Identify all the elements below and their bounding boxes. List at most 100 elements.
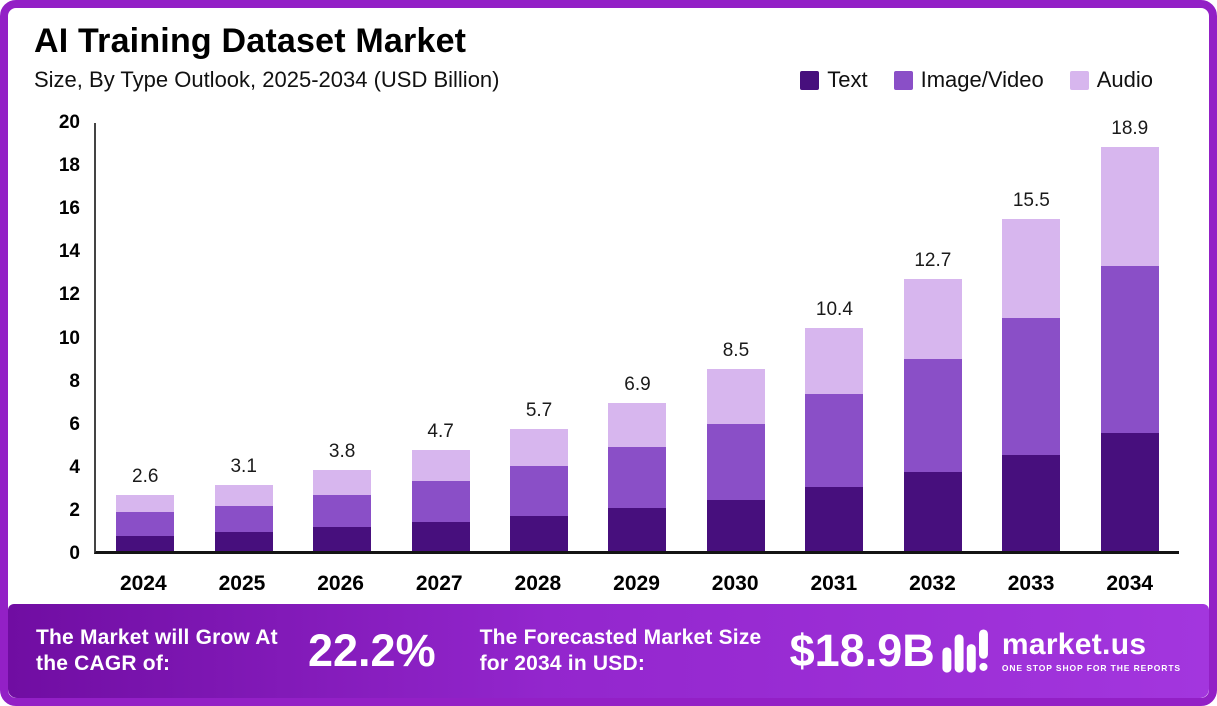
y-tick-6: 6 — [69, 413, 80, 435]
bar-total-label-2024: 2.6 — [132, 466, 159, 488]
bar-segment-text-2025 — [214, 531, 273, 551]
bar-total-label-2028: 5.7 — [525, 400, 553, 422]
x-tick-2027: 2027 — [415, 572, 463, 595]
bar-total-label-2033: 15.5 — [1012, 190, 1050, 212]
bar-total-label-2030: 8.5 — [722, 340, 750, 362]
x-tick-2029: 2029 — [613, 572, 660, 595]
bar-group-2025: 3.1 — [194, 123, 292, 551]
legend-label-image-video: Image/Video — [920, 67, 1044, 92]
legend-label-text: Text — [827, 67, 868, 92]
legend-label-audio: Audio — [1096, 67, 1153, 92]
bar-stack-2026 — [313, 469, 372, 551]
bar-segment-audio-2033 — [1002, 219, 1061, 318]
legend-item-audio: Audio — [1069, 67, 1153, 93]
bar-stack-2024 — [116, 495, 175, 551]
x-tick-2031: 2031 — [810, 572, 858, 595]
bar-segment-audio-2028 — [510, 429, 569, 467]
x-tick-2033: 2033 — [1007, 572, 1055, 595]
x-tick-2034: 2034 — [1106, 572, 1154, 595]
cagr-label: The Market will Grow At the CAGR of: — [36, 625, 278, 675]
bar-group-2032: 12.7 — [884, 123, 982, 551]
bar-segment-audio-2024 — [116, 495, 175, 513]
legend-swatch-image-video — [893, 70, 913, 90]
chart-subtitle: Size, By Type Outlook, 2025-2034 (USD Bi… — [34, 67, 500, 92]
x-tick-2028: 2028 — [514, 572, 562, 595]
marketus-logo-icon — [940, 623, 992, 680]
y-tick-14: 14 — [58, 241, 80, 263]
subtitle-row: Size, By Type Outlook, 2025-2034 (USD Bi… — [34, 67, 1183, 93]
bar-segment-image-video-2028 — [510, 466, 569, 516]
bar-segment-audio-2025 — [214, 484, 273, 507]
bar-segment-text-2030 — [706, 499, 765, 551]
bar-group-2024: 2.6 — [96, 123, 194, 551]
bar-segment-text-2027 — [411, 522, 470, 551]
forecast-value: $18.9B — [789, 625, 935, 676]
bar-segment-text-2034 — [1100, 433, 1159, 551]
plot-area: 2.6 3.1 3.8 4.7 5.7 6.9 8.5 10.4 12.7 15.5 18.9 — [94, 118, 1179, 554]
legend-swatch-audio — [1069, 70, 1089, 90]
bar-segment-audio-2032 — [903, 279, 962, 360]
bar-stack-2027 — [411, 450, 470, 551]
bar-segment-text-2033 — [1002, 454, 1061, 551]
brand-block: market.us ONE STOP SHOP FOR THE REPORTS — [940, 623, 1181, 680]
bar-segment-audio-2026 — [313, 469, 372, 496]
bar-stack-2033 — [1002, 219, 1061, 551]
brand-tagline: ONE STOP SHOP FOR THE REPORTS — [1001, 662, 1181, 673]
bar-total-label-2027: 4.7 — [427, 421, 454, 443]
bar-stack-2030 — [706, 369, 765, 551]
bar-segment-image-video-2031 — [805, 393, 864, 487]
bar-stack-2025 — [214, 484, 273, 551]
bar-segment-text-2028 — [510, 515, 569, 551]
bar-segment-audio-2030 — [706, 369, 765, 424]
bar-group-2034: 18.9 — [1081, 118, 1179, 551]
bar-segment-image-video-2025 — [214, 506, 273, 532]
bar-segment-image-video-2024 — [116, 512, 175, 537]
bar-total-label-2032: 12.7 — [914, 250, 952, 272]
bar-group-2029: 6.9 — [588, 123, 686, 551]
bar-total-label-2031: 10.4 — [815, 299, 853, 321]
bar-segment-text-2032 — [903, 471, 962, 551]
x-tick-2032: 2032 — [909, 572, 956, 595]
x-tick-2030: 2030 — [711, 572, 759, 595]
x-tick-2026: 2026 — [317, 572, 364, 595]
bar-segment-image-video-2029 — [608, 447, 667, 509]
bar-group-2030: 8.5 — [687, 123, 785, 551]
chart-area: 0 2 4 6 8 10 12 14 16 18 20 2.6 3.1 3.8 4.7 5.7 6.9 8.5 1… — [8, 93, 1209, 604]
bar-group-2027: 4.7 — [391, 123, 489, 551]
bar-stack-2031 — [805, 328, 864, 551]
x-tick-2025: 2025 — [218, 572, 266, 595]
bar-segment-audio-2029 — [608, 403, 667, 448]
bar-stack-2029 — [608, 403, 667, 551]
bar-stack-2034 — [1100, 146, 1159, 551]
bar-segment-audio-2031 — [805, 328, 864, 394]
bar-segment-image-video-2026 — [313, 495, 372, 528]
footer-banner: The Market will Grow At the CAGR of: 22.… — [8, 604, 1209, 698]
bar-total-label-2025: 3.1 — [230, 455, 257, 477]
y-tick-20: 20 — [58, 112, 80, 133]
legend-item-text: Text — [800, 67, 868, 93]
bar-segment-text-2031 — [805, 486, 864, 551]
bar-total-label-2029: 6.9 — [624, 374, 651, 396]
legend: Text Image/Video Audio — [800, 67, 1153, 93]
forecast-label: The Forecasted Market Size for 2034 in U… — [479, 625, 762, 675]
chart-header: AI Training Dataset Market Size, By Type… — [8, 8, 1209, 93]
bar-segment-audio-2027 — [411, 450, 470, 482]
y-tick-10: 10 — [58, 327, 80, 349]
x-tick-2024: 2024 — [119, 572, 167, 595]
brand-text: market.us ONE STOP SHOP FOR THE REPORTS — [1001, 629, 1181, 673]
y-tick-16: 16 — [58, 198, 80, 220]
bar-segment-text-2024 — [116, 536, 175, 551]
bar-segment-image-video-2032 — [903, 359, 962, 472]
chart-title: AI Training Dataset Market — [34, 22, 467, 60]
legend-swatch-text — [800, 70, 820, 90]
bar-group-2031: 10.4 — [785, 123, 883, 551]
bar-group-2026: 3.8 — [293, 123, 391, 551]
bar-segment-image-video-2034 — [1100, 266, 1159, 434]
bar-segment-image-video-2030 — [706, 423, 765, 500]
y-tick-4: 4 — [69, 456, 80, 478]
bar-total-label-2026: 3.8 — [328, 440, 356, 462]
y-tick-12: 12 — [58, 284, 80, 306]
y-tick-0: 0 — [69, 543, 80, 564]
bar-group-2033: 15.5 — [982, 123, 1080, 551]
